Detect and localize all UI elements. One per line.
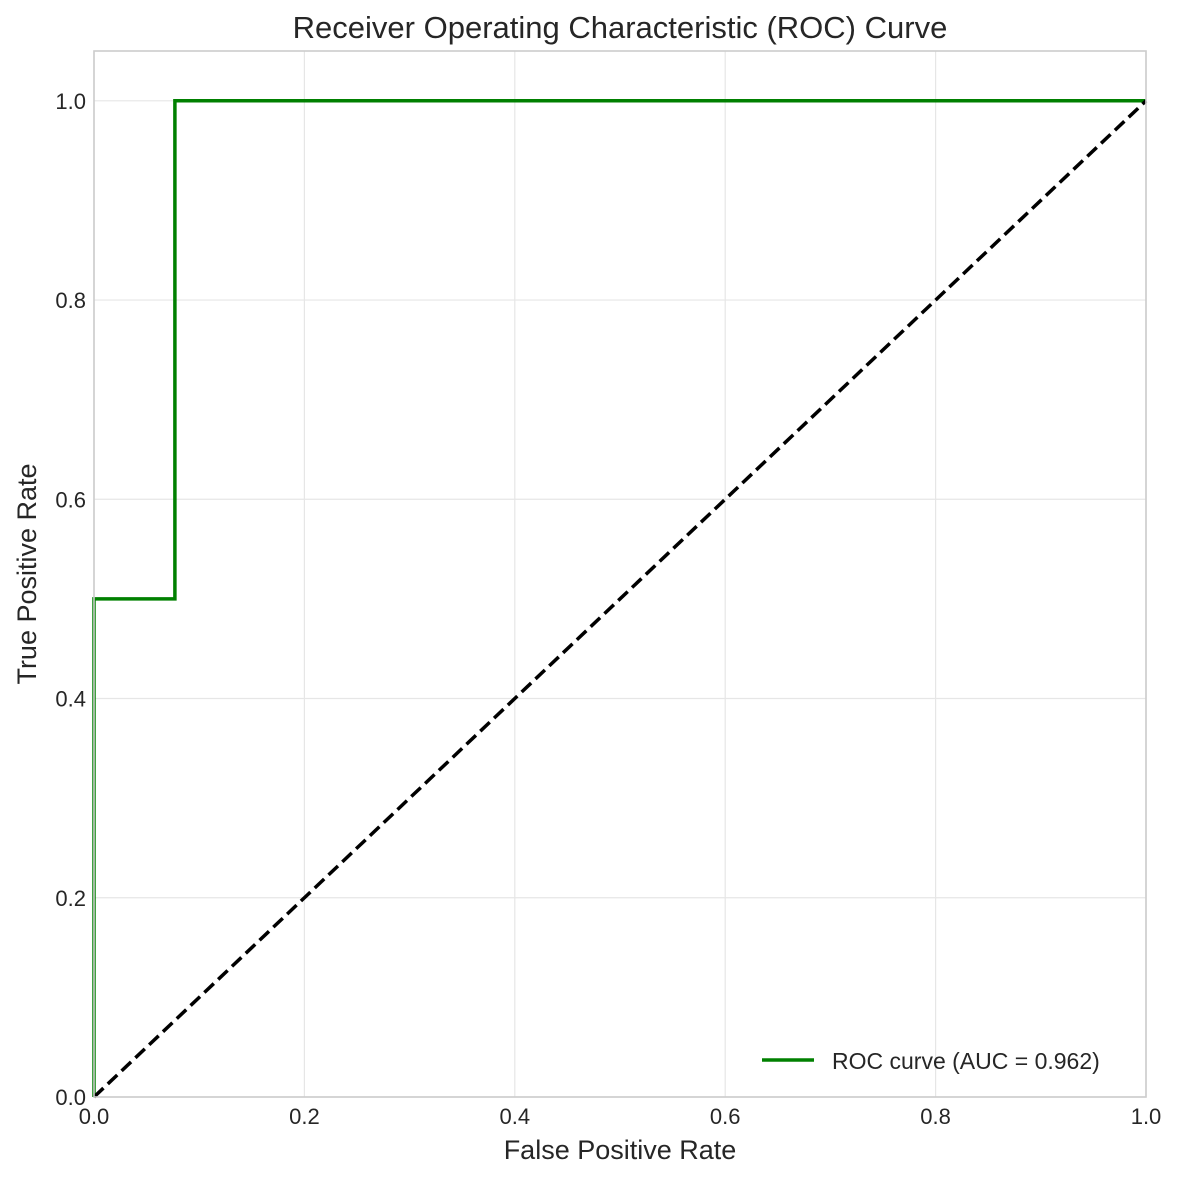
- legend: ROC curve (AUC = 0.962): [762, 1048, 1100, 1074]
- y-tick-label: 0.8: [55, 288, 86, 313]
- y-tick-label: 0.4: [55, 687, 86, 712]
- x-tick-label: 0.4: [500, 1104, 531, 1129]
- chance-line: [92, 99, 1148, 1099]
- x-tick-label: 0.6: [710, 1104, 741, 1129]
- x-tick-label: 0.8: [920, 1104, 951, 1129]
- chart-title: Receiver Operating Characteristic (ROC) …: [293, 10, 948, 45]
- y-axis-label: True Positive Rate: [12, 463, 42, 684]
- y-tick-labels: 0.0 0.2 0.4 0.6 0.8 1.0: [55, 89, 86, 1110]
- legend-label-roc: ROC curve (AUC = 0.962): [832, 1048, 1100, 1074]
- y-tick-label: 0.2: [55, 886, 86, 911]
- y-tick-label: 0.0: [55, 1085, 86, 1110]
- y-tick-label: 1.0: [55, 89, 86, 114]
- x-axis-label: False Positive Rate: [504, 1135, 737, 1165]
- x-tick-label: 1.0: [1131, 1104, 1162, 1129]
- plot-frame: [93, 50, 1147, 1098]
- x-tick-label: 0.2: [289, 1104, 320, 1129]
- x-tick-label: 0.0: [79, 1104, 110, 1129]
- y-tick-label: 0.6: [55, 487, 86, 512]
- x-tick-labels: 0.0 0.2 0.4 0.6 0.8 1.0: [79, 1104, 1162, 1129]
- grid: [93, 51, 1147, 1098]
- series-layer: [92, 99, 1148, 1099]
